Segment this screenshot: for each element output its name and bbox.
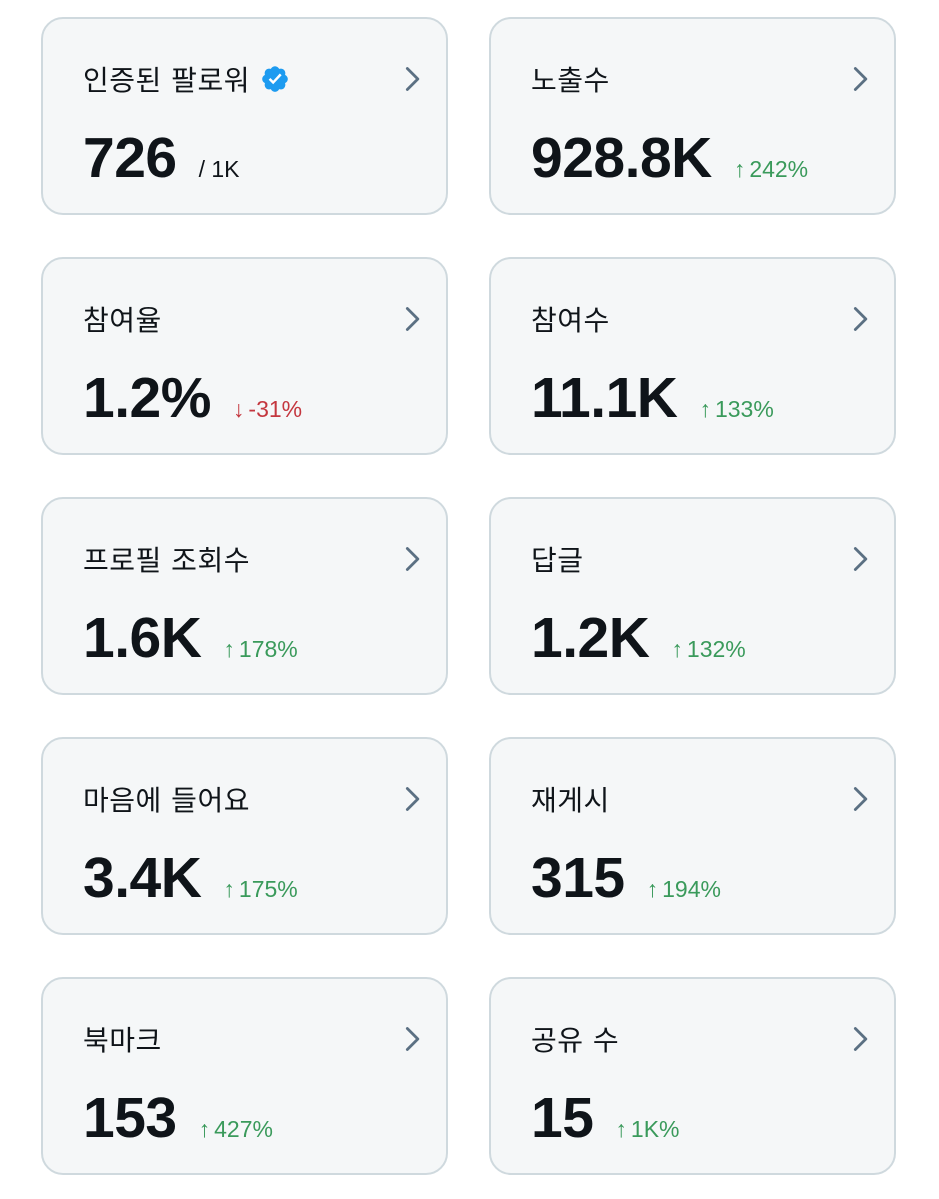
chevron-right-icon: [853, 547, 868, 571]
metric-delta: ↓ -31%: [233, 396, 302, 423]
metric-value: 1.2%: [83, 366, 211, 430]
card-title-row: 프로필 조회수: [83, 539, 366, 579]
metric-delta: ↑ 427%: [199, 1116, 273, 1143]
metric-value: 153: [83, 1086, 177, 1150]
metric-delta-value: 194%: [662, 876, 721, 902]
card-title-row: 북마크: [83, 1019, 366, 1059]
value-row: 315 ↑ 194%: [531, 845, 721, 917]
card-title-row: 답글: [531, 539, 814, 579]
metric-total: / 1K: [198, 156, 240, 182]
chevron-right-icon: [853, 67, 868, 91]
arrow-up-icon: ↑: [198, 1116, 211, 1142]
value-row: 928.8K ↑ 242%: [531, 125, 808, 197]
metric-delta-value: 178%: [238, 636, 298, 662]
card-likes[interactable]: 마음에 들어요 3.4K ↑ 175%: [41, 737, 448, 935]
card-title-row: 공유 수: [531, 1019, 814, 1059]
card-impressions[interactable]: 노출수 928.8K ↑ 242%: [489, 17, 896, 215]
card-title-row: 마음에 들어요: [83, 779, 366, 819]
arrow-up-icon: ↑: [646, 876, 659, 902]
card-engagement-rate[interactable]: 참여율 1.2% ↓ -31%: [41, 257, 448, 455]
card-reposts[interactable]: 재게시 315 ↑ 194%: [489, 737, 896, 935]
card-title: 북마크: [83, 1024, 162, 1057]
card-verified-followers[interactable]: 인증된 팔로워 726 / 1K: [41, 17, 448, 215]
arrow-up-icon: ↑: [223, 636, 235, 662]
card-title: 참여율: [83, 304, 162, 337]
chevron-right-icon: [853, 1027, 868, 1051]
card-bookmarks[interactable]: 북마크 153 ↑ 427%: [41, 977, 448, 1175]
metric-value: 15: [531, 1086, 594, 1150]
value-row: 153 ↑ 427%: [83, 1085, 273, 1157]
card-title: 프로필 조회수: [83, 544, 250, 577]
value-row: 1.2K ↑ 132%: [531, 605, 746, 677]
card-title-row: 참여율: [83, 299, 366, 339]
chevron-right-icon: [405, 307, 420, 331]
metric-value: 1.2K: [531, 606, 650, 670]
metric-delta: ↑ 242%: [734, 156, 808, 183]
chevron-right-icon: [853, 787, 868, 811]
value-row: 1.6K ↑ 178%: [83, 605, 298, 677]
card-profile-visits[interactable]: 프로필 조회수 1.6K ↑ 178%: [41, 497, 448, 695]
card-title-row: 재게시: [531, 779, 814, 819]
card-title-row: 참여수: [531, 299, 814, 339]
chevron-right-icon: [405, 787, 420, 811]
metric-value: 315: [531, 846, 625, 910]
value-row: 1.2% ↓ -31%: [83, 365, 302, 437]
arrow-up-icon: ↑: [615, 1116, 627, 1142]
card-title: 공유 수: [531, 1024, 620, 1057]
chevron-right-icon: [405, 67, 420, 91]
metric-delta-value: 1K%: [630, 1116, 680, 1142]
arrow-down-icon: ↓: [232, 396, 245, 422]
metric-delta: ↑ 175%: [223, 876, 297, 903]
card-title: 인증된 팔로워: [83, 64, 250, 97]
card-title: 참여수: [531, 304, 610, 337]
metric-delta-value: -31%: [248, 396, 303, 422]
chevron-right-icon: [405, 1027, 420, 1051]
card-title-row: 인증된 팔로워: [83, 59, 366, 99]
value-row: 11.1K ↑ 133%: [531, 365, 774, 437]
metric-delta-value: 132%: [686, 636, 746, 662]
card-title: 노출수: [531, 64, 610, 97]
arrow-up-icon: ↑: [699, 396, 711, 422]
card-title-row: 노출수: [531, 59, 814, 99]
metric-delta: ↑ 1K%: [615, 1116, 679, 1143]
metric-delta-value: 242%: [749, 156, 809, 182]
arrow-up-icon: ↑: [223, 876, 235, 902]
metric-delta: ↑ 133%: [699, 396, 773, 423]
metric-value: 1.6K: [83, 606, 202, 670]
card-title: 재게시: [531, 784, 610, 817]
metric-value: 928.8K: [531, 126, 712, 190]
card-shares[interactable]: 공유 수 15 ↑ 1K%: [489, 977, 896, 1175]
card-replies[interactable]: 답글 1.2K ↑ 132%: [489, 497, 896, 695]
card-engagements[interactable]: 참여수 11.1K ↑ 133%: [489, 257, 896, 455]
arrow-up-icon: ↑: [733, 156, 746, 182]
metric-value: 11.1K: [531, 366, 678, 430]
card-title: 답글: [531, 544, 584, 577]
metric-value: 3.4K: [83, 846, 202, 910]
arrow-up-icon: ↑: [671, 636, 683, 662]
metric-delta: ↑ 178%: [223, 636, 297, 663]
chevron-right-icon: [853, 307, 868, 331]
card-title: 마음에 들어요: [83, 784, 250, 817]
metric-delta: ↑ 194%: [647, 876, 721, 903]
value-row: 3.4K ↑ 175%: [83, 845, 298, 917]
verified-badge-icon: [262, 66, 288, 92]
metric-delta-value: 427%: [214, 1116, 273, 1142]
metric-value: 726: [83, 126, 177, 190]
value-row: 15 ↑ 1K%: [531, 1085, 680, 1157]
metric-delta: ↑ 132%: [671, 636, 745, 663]
value-row: 726 / 1K: [83, 125, 240, 197]
chevron-right-icon: [405, 547, 420, 571]
metric-delta-value: 133%: [714, 396, 774, 422]
metric-delta-value: 175%: [238, 876, 298, 902]
